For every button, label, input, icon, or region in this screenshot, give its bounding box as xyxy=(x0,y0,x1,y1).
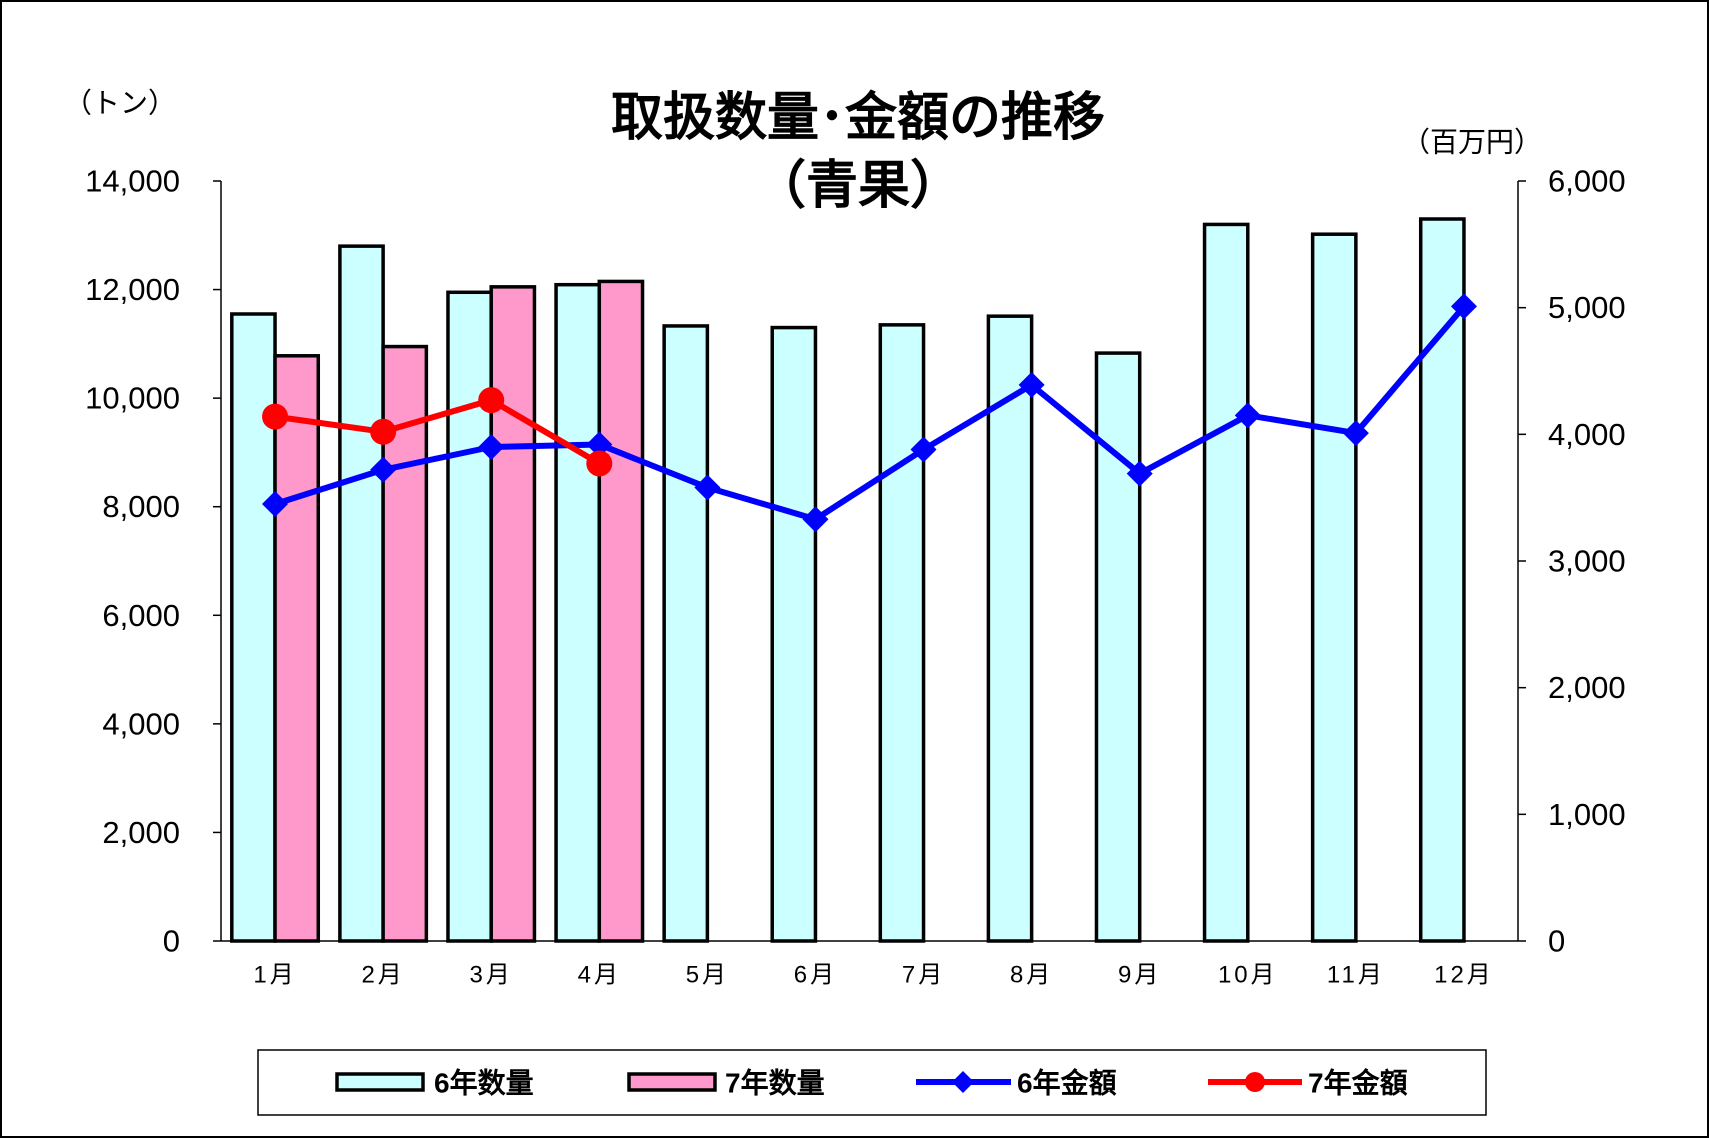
bar-year6-quantity-month-5 xyxy=(662,324,710,943)
x-tick-label: 10月 xyxy=(1218,962,1278,989)
y-left-tick-label: 2,000 xyxy=(102,815,180,850)
point-year6-amount-month-4 xyxy=(586,431,613,458)
x-tick-label: 12月 xyxy=(1434,962,1494,989)
y-left-tick-label: 12,000 xyxy=(85,272,180,307)
point-year6-amount-month-8 xyxy=(1018,371,1045,398)
point-year6-amount-month-5 xyxy=(694,474,721,501)
x-tick-label: 6月 xyxy=(794,962,837,989)
point-year7-amount-month-2 xyxy=(370,418,397,445)
legend-label-year7-amount: 7年金額 xyxy=(1308,1067,1408,1099)
line-year7-amount xyxy=(274,397,601,467)
point-year7-amount-month-1 xyxy=(262,403,289,430)
y-left-tick-label: 10,000 xyxy=(85,381,180,416)
y-right-tick-label: 4,000 xyxy=(1548,417,1626,452)
y-right-tick-label: 3,000 xyxy=(1548,544,1626,579)
legend-label-year7-quantity: 7年数量 xyxy=(725,1067,825,1099)
point-year6-amount-month-3 xyxy=(478,434,505,460)
point-year6-amount-month-10 xyxy=(1234,402,1261,429)
bar-year6-quantity-month-12 xyxy=(1418,217,1466,943)
point-year6-amount-month-12 xyxy=(1450,293,1477,320)
bar-year6-quantity-month-10 xyxy=(1202,222,1250,943)
bar-year6-quantity-month-8 xyxy=(986,314,1034,943)
line-layer xyxy=(262,293,1477,533)
y-left-tick-label: 0 xyxy=(163,924,180,959)
y-axis-left-unit: （トン） xyxy=(64,88,176,119)
y-right-tick-label: 6,000 xyxy=(1548,164,1626,199)
bar-year6-quantity-month-4 xyxy=(554,282,602,943)
point-year6-amount-month-7 xyxy=(910,436,937,463)
y-axis-right-unit: （百万円） xyxy=(1402,127,1542,158)
y-left-tick-label: 8,000 xyxy=(102,489,180,524)
x-tick-label: 4月 xyxy=(578,962,621,989)
line-year6-amount xyxy=(274,304,1467,523)
y-left-tick-label: 14,000 xyxy=(85,164,180,199)
y-right-tick-label: 5,000 xyxy=(1548,290,1626,325)
y-right-tick-label: 2,000 xyxy=(1548,670,1626,705)
chart-title: 取扱数量･金額の推移 xyxy=(611,89,1105,147)
x-tick-label: 8月 xyxy=(1010,962,1053,989)
x-tick-label: 1月 xyxy=(253,962,296,989)
x-tick-label: 2月 xyxy=(361,962,404,989)
bar-year6-quantity-month-9 xyxy=(1094,351,1142,943)
legend-label-year6-quantity: 6年数量 xyxy=(434,1067,534,1099)
y-left-tick-label: 4,000 xyxy=(102,706,180,741)
point-year6-amount-month-11 xyxy=(1342,420,1369,447)
x-tick-label: 11月 xyxy=(1327,962,1385,989)
x-tick-label: 9月 xyxy=(1118,962,1161,989)
point-year6-amount-month-2 xyxy=(370,456,397,483)
bar-year6-quantity-month-11 xyxy=(1310,232,1358,943)
x-tick-label: 7月 xyxy=(902,962,945,989)
axes xyxy=(213,180,1526,942)
tick-labels: 0 2,000 4,000 6,000 8,000 10,000 12,000 14,000 0… xyxy=(85,164,1625,989)
point-year6-amount-month-9 xyxy=(1126,460,1153,487)
legend-item-year6-quantity: 6年数量 xyxy=(335,1067,534,1099)
legend-swatch-year6-quantity xyxy=(335,1072,425,1092)
bar-year7-quantity-month-3 xyxy=(489,285,537,943)
legend-item-year7-amount: 7年金額 xyxy=(1208,1067,1408,1099)
y-right-tick-label: 1,000 xyxy=(1548,797,1626,832)
bar-year7-quantity-month-1 xyxy=(273,354,321,943)
legend-item-year7-quantity: 7年数量 xyxy=(627,1067,825,1099)
bar-year7-quantity-month-2 xyxy=(381,344,429,943)
chart-subtitle: （青果） xyxy=(754,157,962,215)
y-right-tick-label: 0 xyxy=(1548,924,1565,959)
point-year7-amount-month-3 xyxy=(478,387,505,414)
bar-year6-quantity-month-2 xyxy=(338,244,385,943)
bar-year6-quantity-month-7 xyxy=(878,323,926,943)
legend-circle-marker-icon xyxy=(1245,1072,1265,1092)
bar-year7-quantity-month-4 xyxy=(597,279,645,943)
legend-label-year6-amount: 6年金額 xyxy=(1017,1067,1117,1099)
bar-year6-quantity-month-6 xyxy=(770,325,818,943)
point-year6-amount-month-6 xyxy=(802,506,829,533)
point-year7-amount-month-4 xyxy=(586,450,613,477)
legend-swatch-year7-quantity xyxy=(627,1072,717,1092)
y-left-tick-label: 6,000 xyxy=(102,598,180,633)
x-tick-label: 3月 xyxy=(470,962,513,989)
legend-diamond-marker-icon xyxy=(952,1071,974,1093)
x-tick-label: 5月 xyxy=(686,962,729,989)
legend-item-year6-amount: 6年金額 xyxy=(916,1067,1117,1099)
legend: 6年数量 7年数量 6年金額 7年金額 xyxy=(257,1049,1487,1116)
point-year6-amount-month-1 xyxy=(262,491,289,517)
